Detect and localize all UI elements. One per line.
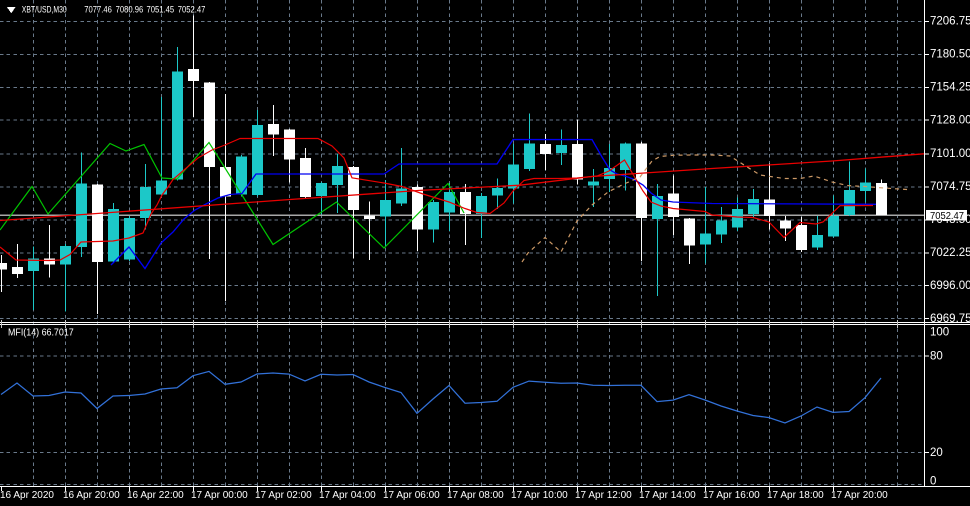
svg-text:7077.46: 7077.46 [84, 5, 112, 15]
svg-text:7206.75: 7206.75 [930, 16, 970, 28]
svg-text:17 Apr 20:00: 17 Apr 20:00 [831, 490, 888, 501]
svg-text:17 Apr 12:00: 17 Apr 12:00 [575, 490, 632, 501]
svg-text:20: 20 [930, 447, 943, 459]
svg-text:100: 100 [930, 327, 949, 339]
svg-text:XBT/USD,M30: XBT/USD,M30 [22, 5, 67, 15]
svg-text:17 Apr 18:00: 17 Apr 18:00 [767, 490, 824, 501]
svg-text:0: 0 [930, 476, 936, 488]
svg-text:16 Apr 20:00: 16 Apr 20:00 [63, 490, 120, 501]
svg-text:7154.25: 7154.25 [930, 82, 970, 94]
svg-text:7051.45: 7051.45 [147, 5, 175, 15]
svg-text:17 Apr 04:00: 17 Apr 04:00 [319, 490, 376, 501]
svg-text:17 Apr 00:00: 17 Apr 00:00 [191, 490, 248, 501]
svg-text:17 Apr 16:00: 17 Apr 16:00 [703, 490, 760, 501]
svg-text:17 Apr 14:00: 17 Apr 14:00 [639, 490, 696, 501]
svg-text:7074.75: 7074.75 [930, 181, 970, 193]
svg-text:80: 80 [930, 351, 943, 363]
svg-text:MFI(14) 66.7017: MFI(14) 66.7017 [8, 327, 74, 339]
svg-text:17 Apr 02:00: 17 Apr 02:00 [255, 490, 312, 501]
svg-text:7080.96: 7080.96 [116, 5, 144, 15]
svg-text:16 Apr 2020: 16 Apr 2020 [0, 490, 54, 501]
svg-text:7128.00: 7128.00 [930, 114, 970, 126]
svg-text:6969.75: 6969.75 [930, 313, 970, 325]
svg-text:7101.00: 7101.00 [930, 148, 970, 160]
svg-text:16 Apr 22:00: 16 Apr 22:00 [127, 490, 184, 501]
svg-text:7180.50: 7180.50 [930, 49, 970, 61]
svg-text:7052.47: 7052.47 [930, 211, 964, 222]
svg-text:7022.25: 7022.25 [930, 247, 970, 259]
svg-text:6996.00: 6996.00 [930, 280, 970, 292]
svg-text:17 Apr 08:00: 17 Apr 08:00 [447, 490, 504, 501]
svg-text:17 Apr 06:00: 17 Apr 06:00 [383, 490, 440, 501]
svg-text:17 Apr 10:00: 17 Apr 10:00 [511, 490, 568, 501]
svg-text:7052.47: 7052.47 [178, 5, 206, 15]
